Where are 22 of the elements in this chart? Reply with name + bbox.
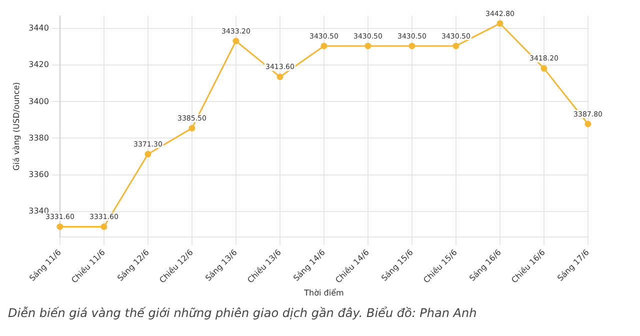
point: [320, 42, 328, 50]
point: [56, 223, 64, 230]
point: [408, 42, 416, 50]
point: [100, 223, 108, 230]
x-axis-title: Thời điểm: [303, 288, 344, 298]
y-tick-label: 3340: [28, 206, 49, 216]
point: [584, 120, 592, 128]
point: [188, 124, 196, 132]
y-tick-label: 3420: [28, 60, 49, 70]
point: [276, 74, 284, 80]
y-tick-label: 3400: [28, 96, 49, 106]
text: Diễn biến giá vàng thế giới những phiên giao dịch gần đây. Biểu đồ: Phan Anh: [8, 306, 478, 320]
y-axis-title: Giá vàng (USD/ounce): [12, 82, 21, 171]
y-tick-label: 3440: [28, 24, 49, 33]
y-tick-label: 3360: [28, 170, 49, 179]
point: [452, 42, 460, 50]
point: [540, 65, 548, 72]
point: [364, 42, 372, 50]
y-tick-label: 3380: [28, 133, 49, 142]
point: [144, 150, 152, 158]
point: [232, 38, 240, 44]
point: [496, 20, 504, 27]
